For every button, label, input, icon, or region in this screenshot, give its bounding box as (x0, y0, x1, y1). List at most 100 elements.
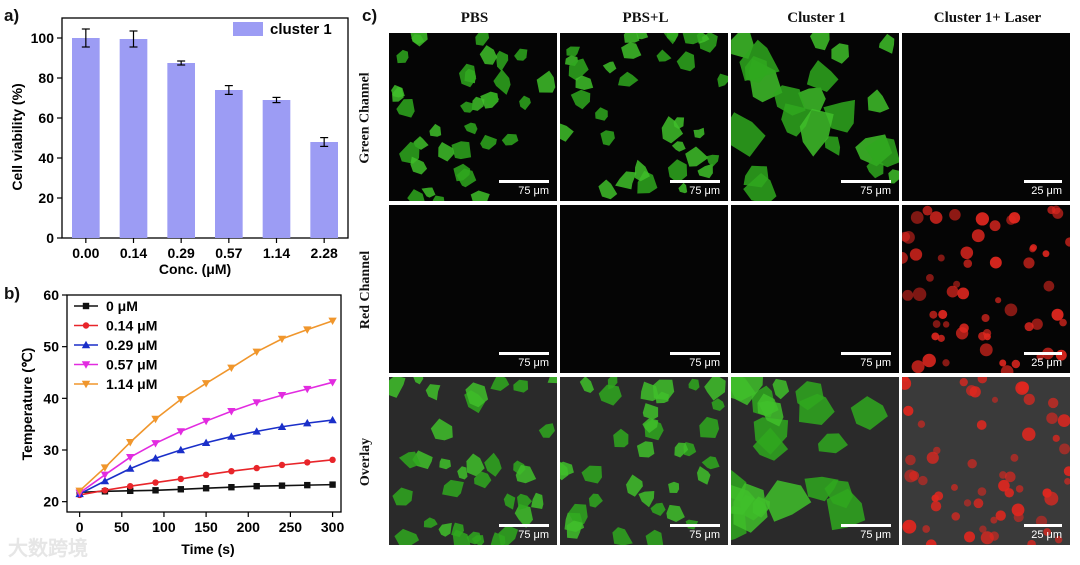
data-point (81, 380, 91, 389)
x-tick-label: 0.00 (72, 245, 99, 261)
data-point (277, 422, 287, 430)
legend-swatch (233, 22, 263, 36)
data-point (303, 385, 312, 394)
data-point (303, 326, 312, 334)
data-point (82, 322, 90, 329)
micrograph-overlay-2: 75 μm (560, 377, 728, 545)
x-axis-label: Conc. (μM) (159, 261, 231, 277)
micrograph-green-channel-2: 75 μm (560, 33, 728, 201)
row-header-overlay: Overlay (358, 437, 373, 487)
data-point (252, 427, 261, 435)
legend-label: cluster 1 (270, 21, 332, 38)
data-point (177, 475, 185, 483)
data-point (328, 415, 337, 424)
x-tick-label: 200 (237, 519, 261, 535)
scale-bar: 25 μm (1024, 180, 1062, 197)
data-point (126, 439, 135, 447)
scale-bar-label: 75 μm (860, 185, 891, 197)
scale-bar: 75 μm (670, 180, 720, 197)
data-point (227, 364, 236, 373)
data-point (252, 348, 261, 357)
scale-bar: 25 μm (1024, 352, 1062, 369)
column-header-cluster-1-laser: Cluster 1+ Laser (933, 10, 1042, 26)
bar-chart-cell-viability: 0 20 40 60 80 100 0.00 0.14 0.29 0.57 1.14 2.28 Cel… (9, 17, 349, 277)
x-tick-label: 0.29 (168, 245, 195, 261)
data-point (151, 440, 160, 448)
scale-bar: 75 μm (670, 352, 720, 369)
x-tick-label: 300 (321, 519, 345, 535)
y-tick-label: 0 (46, 230, 54, 246)
data-point (100, 471, 110, 479)
scale-bar: 75 μm (670, 524, 720, 541)
micrograph-red-channel-4: 25 μm (902, 205, 1070, 373)
x-tick-label: 50 (114, 519, 130, 535)
y-axis-label: Cell viability (%) (9, 83, 25, 190)
scale-bar: 75 μm (841, 180, 891, 197)
micrograph-overlay-4: 25 μm (902, 377, 1070, 545)
data-point (151, 415, 160, 424)
y-tick-label: 60 (38, 110, 54, 126)
micrograph-red-channel-1: 75 μm (389, 205, 557, 373)
data-point (81, 361, 91, 369)
data-point (152, 487, 159, 494)
micrograph-overlay-3: 75 μm (731, 377, 899, 545)
data-point (328, 379, 337, 387)
micrograph-red-channel-2: 75 μm (560, 205, 728, 373)
data-point (176, 445, 186, 454)
data-point (202, 471, 210, 478)
scale-bar: 75 μm (841, 352, 891, 369)
scale-bar-label: 75 μm (860, 529, 891, 541)
data-point (228, 467, 235, 475)
data-point (100, 464, 110, 472)
column-header-cluster-1: Cluster 1 (787, 10, 846, 26)
data-point (126, 454, 135, 462)
row-header-green-channel: Green Channel (358, 72, 374, 164)
x-tick-label: 2.28 (311, 245, 338, 261)
data-point (126, 464, 135, 472)
series-line (79, 419, 333, 495)
watermark: 大数跨境 (8, 538, 88, 560)
scale-bar: 75 μm (499, 524, 549, 541)
y-tick-label: 100 (31, 30, 55, 46)
row-header-red-channel: Red Channel (358, 250, 373, 330)
micrograph-green-channel-3: 75 μm (731, 33, 899, 201)
scale-bar-label: 75 μm (689, 529, 720, 541)
data-point (252, 399, 261, 407)
x-axis-label: Time (s) (181, 541, 234, 557)
data-point (100, 476, 110, 485)
x-tick-label: 100 (152, 519, 176, 535)
data-point (253, 464, 260, 472)
bar (119, 39, 148, 238)
data-point (177, 486, 185, 493)
y-tick-label: 40 (43, 390, 59, 406)
x-tick-label: 250 (279, 519, 303, 535)
y-tick-label: 30 (43, 442, 59, 458)
bar (167, 63, 195, 238)
column-header-pbs-l: PBS+L (622, 10, 669, 26)
bar (262, 100, 291, 238)
data-point (201, 438, 211, 446)
data-point (82, 302, 90, 310)
y-tick-label: 20 (38, 190, 54, 206)
micrograph-overlay-1: 75 μm (389, 377, 557, 545)
data-point (304, 459, 311, 466)
data-point (127, 482, 134, 490)
legend-label: 0 μM (106, 298, 138, 314)
legend-label: 0.14 μM (106, 318, 157, 334)
y-tick-label: 80 (38, 70, 54, 86)
data-point (227, 432, 236, 440)
y-tick-label: 60 (43, 287, 59, 303)
data-point (304, 481, 311, 489)
data-point (75, 487, 84, 496)
scale-bar: 75 μm (499, 352, 549, 369)
bar (310, 142, 338, 238)
bar (72, 38, 100, 238)
data-point (227, 408, 236, 416)
scale-bar: 25 μm (1024, 524, 1062, 541)
panel-label-c: c) (362, 6, 378, 25)
micrograph-green-channel-4: 25 μm (902, 33, 1070, 201)
scale-bar-label: 25 μm (1031, 357, 1062, 369)
bar (215, 90, 243, 238)
x-tick-label: 0.57 (215, 245, 242, 261)
micrograph-green-channel-1: 75 μm (389, 33, 557, 201)
